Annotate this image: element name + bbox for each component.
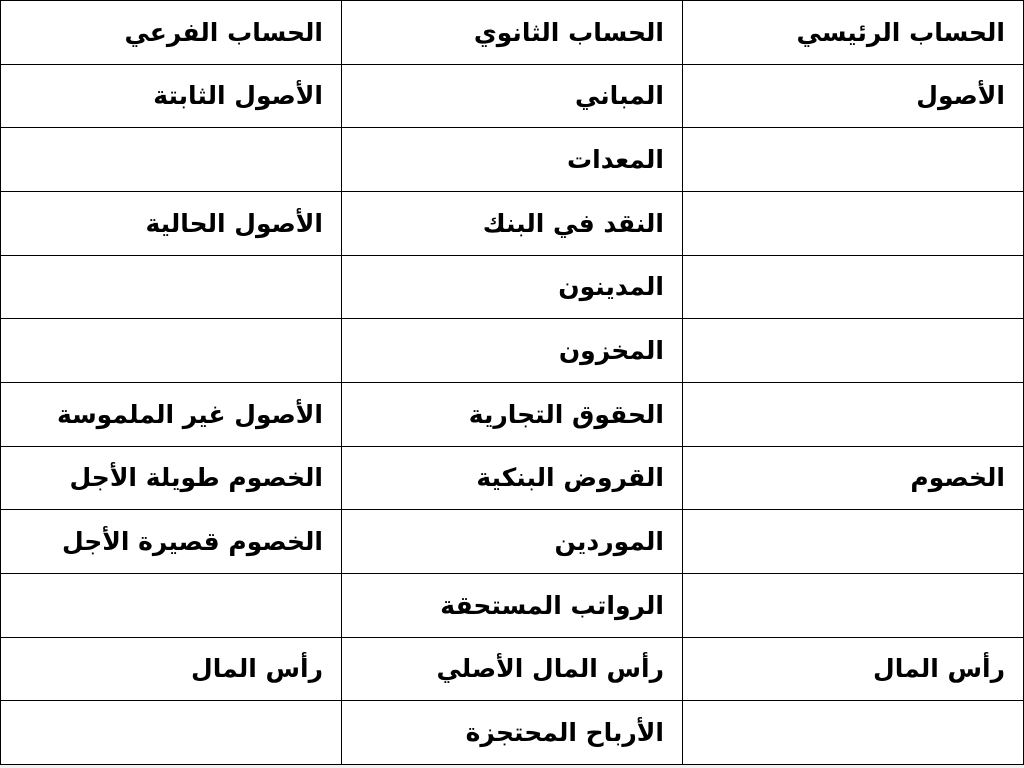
cell-main-account — [682, 381, 1024, 447]
header-secondary-account: الحساب الثانوي — [341, 0, 683, 65]
cell-secondary-account: المعدات — [341, 127, 683, 192]
cell-main-account — [682, 127, 1024, 192]
table-row: الرواتب المستحقة — [0, 572, 1024, 638]
cell-main-account — [682, 572, 1024, 638]
cell-secondary-account: المخزون — [341, 318, 683, 383]
table-row: رأس المال رأس المال الأصلي رأس المال — [0, 636, 1024, 702]
cell-sub-account — [0, 318, 342, 383]
cell-sub-account: الخصوم قصيرة الأجل — [0, 509, 342, 574]
header-sub-account: الحساب الفرعي — [0, 0, 342, 65]
table-row: الموردين الخصوم قصيرة الأجل — [0, 509, 1024, 574]
cell-secondary-account: الحقوق التجارية — [341, 381, 683, 447]
cell-sub-account: الأصول الثابتة — [0, 63, 342, 129]
cell-secondary-account: الرواتب المستحقة — [341, 572, 683, 638]
cell-main-account — [682, 700, 1024, 765]
cell-secondary-account: المباني — [341, 63, 683, 129]
cell-sub-account — [0, 127, 342, 192]
cell-secondary-account: القروض البنكية — [341, 445, 683, 511]
cell-secondary-account: النقد في البنك — [341, 190, 683, 256]
cell-sub-account — [0, 572, 342, 638]
cell-main-account: الخصوم — [682, 445, 1024, 511]
table-row: النقد في البنك الأصول الحالية — [0, 190, 1024, 256]
cell-main-account — [682, 509, 1024, 574]
cell-sub-account: الخصوم طويلة الأجل — [0, 445, 342, 511]
cell-secondary-account: المدينون — [341, 254, 683, 320]
header-main-account: الحساب الرئيسي — [682, 0, 1024, 65]
table-row: الأرباح المحتجزة — [0, 700, 1024, 765]
cell-secondary-account: الأرباح المحتجزة — [341, 700, 683, 765]
cell-sub-account — [0, 700, 342, 765]
table-row: المدينون — [0, 254, 1024, 320]
table-row: الخصوم القروض البنكية الخصوم طويلة الأجل — [0, 445, 1024, 511]
cell-sub-account: الأصول غير الملموسة — [0, 381, 342, 447]
cell-main-account: الأصول — [682, 63, 1024, 129]
table-row: المخزون — [0, 318, 1024, 383]
cell-sub-account: رأس المال — [0, 636, 342, 702]
cell-secondary-account: الموردين — [341, 509, 683, 574]
cell-sub-account: الأصول الحالية — [0, 190, 342, 256]
cell-main-account: رأس المال — [682, 636, 1024, 702]
table-row: الحقوق التجارية الأصول غير الملموسة — [0, 381, 1024, 447]
table-row: المعدات — [0, 127, 1024, 192]
header-row: الحساب الرئيسي الحساب الثانوي الحساب الف… — [0, 0, 1024, 65]
cell-main-account — [682, 190, 1024, 256]
table-row: الأصول المباني الأصول الثابتة — [0, 63, 1024, 129]
table-body: الأصول المباني الأصول الثابتة المعدات النقد … — [0, 63, 1024, 765]
cell-main-account — [682, 254, 1024, 320]
cell-main-account — [682, 318, 1024, 383]
cell-sub-account — [0, 254, 342, 320]
cell-secondary-account: رأس المال الأصلي — [341, 636, 683, 702]
